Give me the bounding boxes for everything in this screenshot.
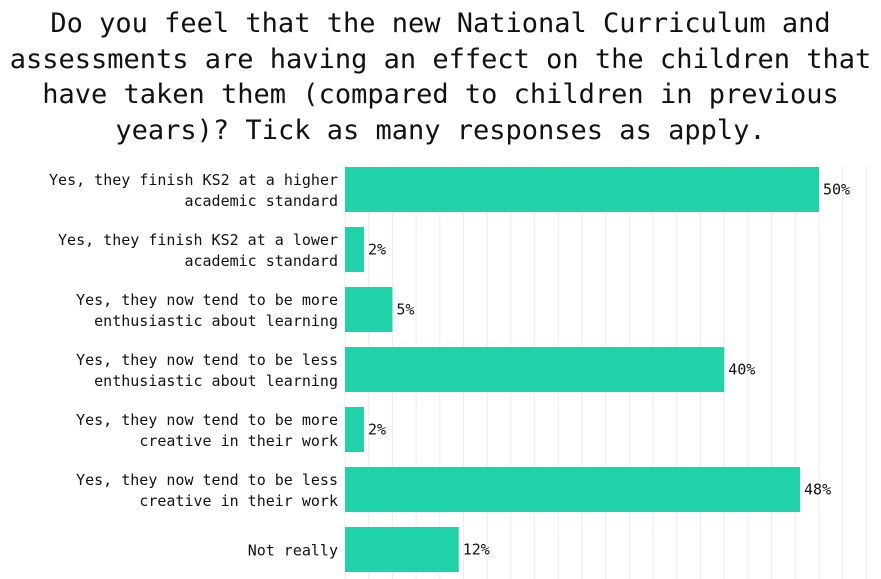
category-labels: Yes, they finish KS2 at a higher academic… [49,171,338,560]
category-label: academic standard [184,252,338,270]
category-label: creative in their work [139,492,338,510]
category-label: creative in their work [139,432,338,450]
category-label: Not really [248,542,338,560]
value-label: 12% [463,541,490,559]
bar [345,347,725,392]
chart-title: Do you feel that the new National Curric… [0,6,881,148]
bar [345,407,364,452]
value-label: 2% [368,241,386,259]
bar [345,287,393,332]
category-label: enthusiastic about learning [94,312,338,330]
chart-title-line: Do you feel that the new National Curric… [50,8,831,39]
bar [345,527,459,572]
bars [345,167,819,572]
bar [345,227,364,272]
bar [345,167,819,212]
category-label: Yes, they finish KS2 at a higher [49,171,338,189]
value-label: 40% [728,361,755,379]
chart-title-line: years)? Tick as many responses as apply. [115,114,766,146]
chart-title-line: assessments are having an effect on the … [9,43,872,75]
category-label: enthusiastic about learning [94,372,338,390]
chart-title-line: have taken them (compared to children in… [42,79,839,110]
category-label: Yes, they finish KS2 at a lower [58,231,338,249]
category-label: academic standard [184,192,338,210]
category-label: Yes, they now tend to be less [76,471,338,489]
category-label: Yes, they now tend to be more [76,291,338,309]
bar [345,467,801,512]
value-label: 50% [823,181,850,199]
category-label: Yes, they now tend to be less [76,351,338,369]
value-label: 5% [396,301,414,319]
value-label: 48% [804,481,831,499]
category-label: Yes, they now tend to be more [76,411,338,429]
value-label: 2% [368,421,386,439]
value-labels: 50% 2% 5% 40% 2% 48% 12% [368,181,850,559]
